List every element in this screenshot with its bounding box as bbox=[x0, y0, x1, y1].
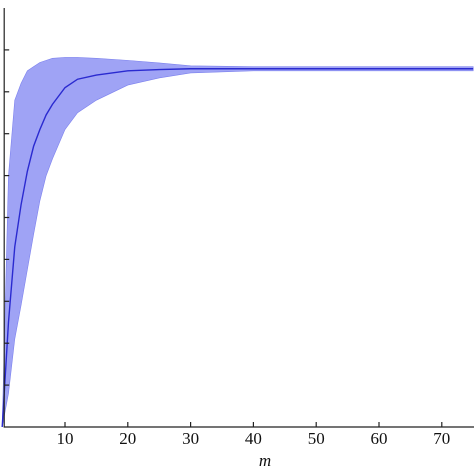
x-tick-label: 50 bbox=[308, 429, 325, 448]
mean-line bbox=[1, 68, 474, 428]
x-tick-label: 10 bbox=[57, 429, 74, 448]
axes-frame bbox=[3, 8, 474, 428]
x-tick-label: 40 bbox=[245, 429, 262, 448]
x-tick-label: 20 bbox=[119, 429, 136, 448]
x-tick-label: 60 bbox=[371, 429, 388, 448]
confidence-band bbox=[1, 57, 474, 428]
x-tick-label: 70 bbox=[433, 429, 450, 448]
x-tick-label: 30 bbox=[182, 429, 199, 448]
x-axis-label: m bbox=[259, 451, 271, 470]
